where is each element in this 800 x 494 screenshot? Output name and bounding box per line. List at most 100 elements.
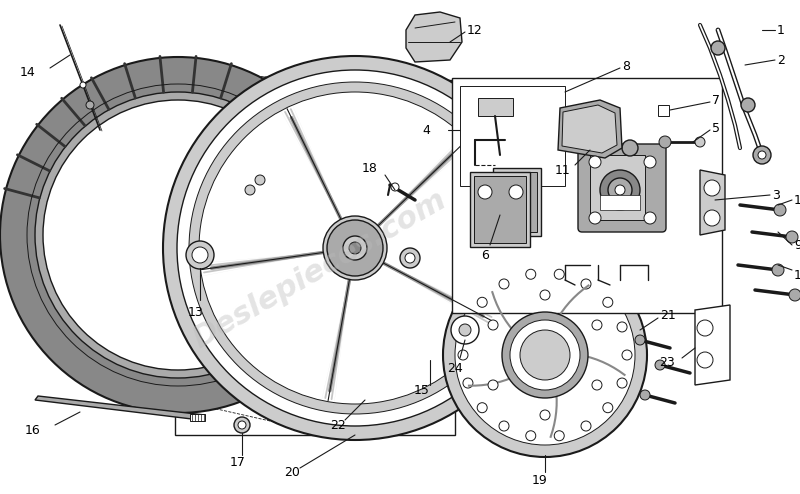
Text: 9: 9 [794, 239, 800, 251]
Circle shape [741, 98, 755, 112]
Text: 8: 8 [622, 59, 630, 73]
Circle shape [234, 417, 250, 433]
Circle shape [540, 410, 550, 420]
Circle shape [488, 320, 498, 330]
Circle shape [622, 350, 632, 360]
Circle shape [774, 204, 786, 216]
Text: 24: 24 [447, 362, 463, 374]
Circle shape [617, 322, 627, 332]
Circle shape [459, 324, 471, 336]
Text: 7: 7 [712, 93, 720, 107]
Circle shape [644, 156, 656, 168]
Text: 16: 16 [24, 423, 40, 437]
Text: 20: 20 [284, 465, 300, 479]
Circle shape [245, 185, 255, 195]
Circle shape [463, 322, 473, 332]
Polygon shape [35, 396, 205, 420]
Circle shape [704, 210, 720, 226]
Text: 23: 23 [659, 356, 675, 369]
Text: 4: 4 [422, 124, 430, 136]
Circle shape [458, 350, 468, 360]
Text: 15: 15 [414, 383, 430, 397]
Circle shape [400, 248, 420, 268]
Text: 3: 3 [772, 189, 780, 202]
Text: 19: 19 [532, 474, 548, 487]
Text: 10: 10 [794, 269, 800, 282]
Text: 17: 17 [230, 455, 246, 468]
Text: 18: 18 [362, 162, 378, 174]
Circle shape [589, 212, 601, 224]
Circle shape [510, 320, 580, 390]
Circle shape [640, 390, 650, 400]
Circle shape [592, 320, 602, 330]
Circle shape [704, 180, 720, 196]
Bar [590, 155, 645, 220]
Bar [190, 414, 205, 421]
Circle shape [43, 100, 313, 370]
Circle shape [477, 297, 487, 307]
Bar [497, 172, 537, 232]
Bar [474, 176, 526, 243]
Circle shape [695, 137, 705, 147]
Circle shape [772, 264, 784, 276]
Circle shape [697, 352, 713, 368]
Circle shape [526, 269, 536, 279]
Circle shape [455, 265, 635, 445]
Circle shape [80, 82, 86, 88]
Circle shape [199, 92, 511, 404]
Circle shape [323, 216, 387, 280]
Circle shape [659, 136, 671, 148]
Circle shape [35, 92, 321, 378]
Bar [658, 105, 669, 116]
Text: 11: 11 [554, 164, 570, 176]
Polygon shape [406, 12, 462, 62]
Circle shape [451, 316, 479, 344]
Polygon shape [695, 305, 730, 385]
Polygon shape [700, 170, 725, 235]
Text: 2: 2 [777, 53, 785, 67]
Circle shape [635, 335, 645, 345]
Circle shape [478, 185, 492, 199]
Circle shape [443, 253, 647, 457]
Circle shape [520, 330, 570, 380]
Circle shape [502, 312, 588, 398]
Bar [175, 80, 455, 435]
Circle shape [644, 212, 656, 224]
Circle shape [753, 146, 771, 164]
Bar [600, 195, 640, 210]
Circle shape [581, 421, 591, 431]
Circle shape [255, 175, 265, 185]
Circle shape [189, 82, 521, 414]
Text: Deslepieces.com: Deslepieces.com [188, 186, 452, 355]
Bar [452, 78, 722, 313]
Text: 13: 13 [188, 305, 204, 319]
Text: 10: 10 [794, 194, 800, 206]
Circle shape [499, 279, 509, 289]
Circle shape [617, 378, 627, 388]
Text: 1: 1 [777, 24, 785, 37]
Text: 14: 14 [19, 66, 35, 79]
Circle shape [177, 70, 533, 426]
Polygon shape [558, 100, 622, 158]
Circle shape [405, 253, 415, 263]
Circle shape [603, 297, 613, 307]
Circle shape [697, 320, 713, 336]
Circle shape [499, 421, 509, 431]
Text: 22: 22 [330, 418, 346, 431]
Text: 21: 21 [660, 308, 676, 322]
Circle shape [349, 242, 361, 254]
Polygon shape [562, 105, 617, 153]
Bar [460, 86, 565, 186]
Circle shape [391, 183, 399, 191]
Circle shape [0, 57, 356, 413]
Circle shape [786, 231, 798, 243]
Text: 5: 5 [712, 122, 720, 134]
Circle shape [526, 431, 536, 441]
Circle shape [789, 289, 800, 301]
Circle shape [86, 101, 94, 109]
Circle shape [603, 403, 613, 412]
Circle shape [477, 403, 487, 412]
Circle shape [581, 279, 591, 289]
Bar [470, 172, 530, 247]
Circle shape [592, 380, 602, 390]
